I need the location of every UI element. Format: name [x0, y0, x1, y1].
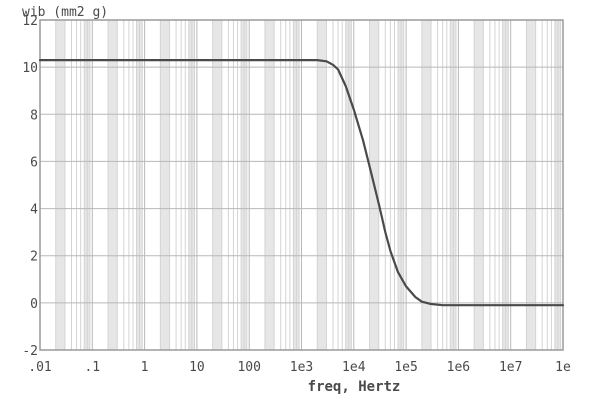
x-tick-label: 1e3 — [290, 360, 313, 375]
y-axis-label: wib (mm2 g) — [22, 5, 108, 20]
grid-band — [317, 20, 327, 350]
grid-band — [474, 20, 484, 350]
x-tick-label: 1e4 — [342, 360, 366, 375]
y-tick-label: -2 — [22, 344, 38, 359]
y-tick-label: 10 — [22, 61, 38, 76]
y-tick-label: 6 — [30, 155, 38, 170]
y-tick-label: 8 — [30, 108, 38, 123]
grid-band — [108, 20, 118, 350]
grid-band — [264, 20, 275, 350]
x-tick-label: 100 — [237, 360, 260, 375]
grid-band — [526, 20, 536, 350]
y-tick-label: 12 — [22, 14, 38, 29]
x-tick-label: 1e7 — [499, 360, 522, 375]
y-tick-label: 2 — [30, 250, 38, 265]
grid-band — [55, 20, 65, 350]
x-axis-label: freq, Hertz — [308, 379, 401, 395]
y-tick-label: 4 — [30, 203, 38, 218]
series-line — [38, 59, 565, 307]
plot-frame — [39, 19, 564, 351]
y-tick-labels: 12 10 8 6 4 2 0 -2 — [22, 14, 38, 359]
grid-lines — [39, 19, 564, 351]
x-tick-label: 1e — [555, 360, 571, 375]
x-tick-label: .1 — [84, 360, 100, 375]
x-tick-label: 1 — [141, 360, 149, 375]
series-layer — [38, 59, 565, 307]
x-tick-label: 1e5 — [394, 360, 417, 375]
grid-band — [160, 20, 170, 350]
x-tick-label: 10 — [189, 360, 205, 375]
x-tick-label: 1e6 — [447, 360, 470, 375]
x-tick-label: .01 — [28, 360, 51, 375]
grid-band — [212, 20, 222, 350]
x-tick-labels: .01 .1 1 10 100 1e3 1e4 1e5 1e6 1e7 1e — [28, 360, 571, 375]
grid-band — [421, 20, 432, 350]
grid-bands — [55, 20, 561, 350]
y-tick-label: 0 — [30, 297, 38, 312]
